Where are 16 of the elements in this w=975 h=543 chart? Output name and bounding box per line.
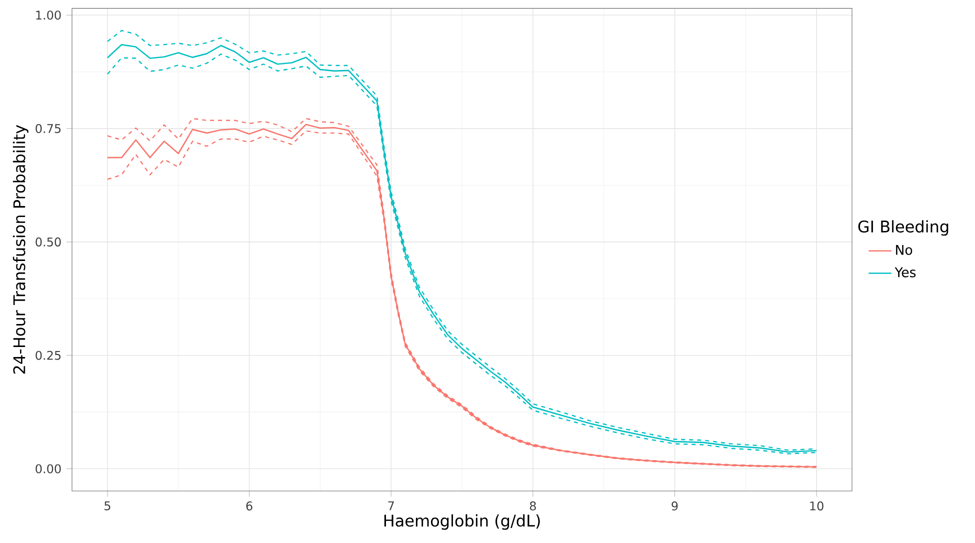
x-tick-label: 8 bbox=[530, 501, 536, 510]
x-tick-label: 5 bbox=[104, 501, 110, 510]
y-tick-label: 0.00 bbox=[36, 464, 61, 474]
x-tick-label: 6 bbox=[246, 501, 252, 510]
y-tick-label: 1.00 bbox=[36, 10, 61, 20]
legend-label: No bbox=[896, 245, 912, 255]
x-tick-label: 9 bbox=[672, 501, 678, 510]
y-tick-label: 0.25 bbox=[36, 350, 61, 360]
x-tick-label: 7 bbox=[388, 501, 394, 510]
legend-label: Yes bbox=[894, 267, 916, 278]
legend-title: GI Bleeding bbox=[858, 220, 948, 236]
y-tick-label: 0.50 bbox=[36, 237, 61, 246]
x-axis-title: Haemoglobin (g/dL) bbox=[384, 514, 540, 530]
x-tick-label: 10 bbox=[810, 501, 824, 510]
y-tick-label: 0.75 bbox=[36, 124, 61, 134]
y-axis-title: 24-Hour Transfusion Probability bbox=[12, 125, 28, 374]
